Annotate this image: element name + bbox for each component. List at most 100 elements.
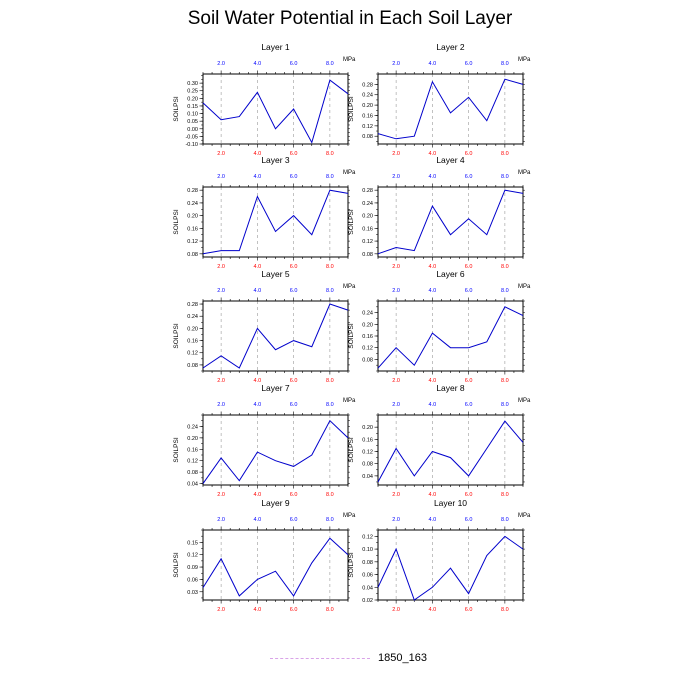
plot-frame xyxy=(202,529,349,601)
y-tick-label: 0.16 xyxy=(362,334,373,340)
y-axis-label: SOILPSI xyxy=(348,437,355,462)
y-tick-label: 0.06 xyxy=(362,573,373,579)
x-tick-label-bottom: 6.0 xyxy=(290,607,298,613)
y-tick-label: 0.12 xyxy=(187,459,198,465)
x-tick-label-bottom: 6.0 xyxy=(465,151,473,157)
x-tick-label-bottom: 4.0 xyxy=(254,607,262,613)
y-axis-label: SOILPSI xyxy=(173,96,180,121)
y-tick-label: 0.28 xyxy=(362,82,373,88)
y-tick-label: 0.20 xyxy=(362,214,373,220)
y-tick-label: 0.12 xyxy=(362,534,373,540)
y-axis-label: SOILPSI xyxy=(348,323,355,348)
unit-label: MPa xyxy=(343,284,356,290)
plot-frame xyxy=(377,300,524,372)
y-tick-label: 0.09 xyxy=(187,565,198,571)
panel-title: Layer 3 xyxy=(261,155,290,165)
x-tick-label-top: 6.0 xyxy=(465,402,473,408)
x-tick-label-top: 4.0 xyxy=(429,288,437,294)
y-tick-label: 0.08 xyxy=(362,357,373,363)
x-tick-label-top: 2.0 xyxy=(392,174,400,180)
panel-title: Layer 5 xyxy=(261,269,290,279)
y-tick-label: 0.16 xyxy=(362,437,373,443)
y-tick-label: 0.30 xyxy=(187,81,198,87)
unit-label: MPa xyxy=(518,398,531,404)
y-axis-label: SOILPSI xyxy=(348,209,355,234)
y-tick-label: 0.20 xyxy=(187,436,198,442)
y-tick-label: 0.04 xyxy=(187,482,198,488)
x-tick-label-top: 8.0 xyxy=(326,517,334,523)
x-tick-label-bottom: 2.0 xyxy=(392,607,400,613)
y-tick-label: -0.05 xyxy=(185,134,198,140)
panel-title: Layer 4 xyxy=(436,155,465,165)
x-tick-label-top: 6.0 xyxy=(290,517,298,523)
y-tick-label: 0.08 xyxy=(362,134,373,140)
x-tick-label-bottom: 2.0 xyxy=(217,151,225,157)
legend-line-swatch xyxy=(270,657,370,659)
series-line xyxy=(377,420,524,483)
y-tick-label: 0.24 xyxy=(187,424,198,430)
y-tick-label: 0.12 xyxy=(362,346,373,352)
x-tick-label-bottom: 4.0 xyxy=(429,492,437,498)
x-tick-label-top: 6.0 xyxy=(465,288,473,294)
x-tick-label-bottom: 2.0 xyxy=(217,607,225,613)
x-tick-label-top: 8.0 xyxy=(501,174,509,180)
y-axis-label: SOILPSI xyxy=(348,96,355,121)
y-tick-label: 0.12 xyxy=(187,239,198,245)
y-tick-label: 0.24 xyxy=(187,201,198,207)
y-tick-label: 0.16 xyxy=(362,226,373,232)
plot-frame xyxy=(377,73,524,145)
y-tick-label: 0.00 xyxy=(187,127,198,133)
unit-label: MPa xyxy=(343,57,356,63)
x-tick-label-bottom: 4.0 xyxy=(254,378,262,384)
x-tick-label-bottom: 2.0 xyxy=(217,492,225,498)
panel-title: Layer 6 xyxy=(436,269,465,279)
y-tick-label: 0.16 xyxy=(187,226,198,232)
y-tick-label: 0.08 xyxy=(187,363,198,369)
x-tick-label-top: 8.0 xyxy=(326,61,334,67)
x-tick-label-bottom: 6.0 xyxy=(290,492,298,498)
panel-layer-7: Layer 7 MPa 2.0 2.0 4.0 4.0 6.0 6.0 8.0 8.0 0.04 0.… xyxy=(173,383,356,498)
y-tick-label: -0.10 xyxy=(185,142,198,148)
y-tick-label: 0.28 xyxy=(362,188,373,194)
y-axis-label: SOILPSI xyxy=(173,323,180,348)
x-tick-label-bottom: 4.0 xyxy=(254,492,262,498)
y-axis-label: SOILPSI xyxy=(173,437,180,462)
x-tick-label-bottom: 4.0 xyxy=(429,378,437,384)
x-tick-label-bottom: 2.0 xyxy=(392,151,400,157)
y-tick-label: 0.08 xyxy=(187,252,198,258)
x-tick-label-top: 8.0 xyxy=(501,61,509,67)
unit-label: MPa xyxy=(518,57,531,63)
x-tick-label-bottom: 2.0 xyxy=(392,378,400,384)
x-tick-label-top: 8.0 xyxy=(501,517,509,523)
y-tick-label: 0.03 xyxy=(187,590,198,596)
y-tick-label: 0.20 xyxy=(362,103,373,109)
x-tick-label-top: 2.0 xyxy=(392,61,400,67)
y-tick-label: 0.20 xyxy=(187,96,198,102)
x-tick-label-bottom: 8.0 xyxy=(501,264,509,270)
series-line xyxy=(202,537,349,597)
y-tick-label: 0.08 xyxy=(187,470,198,476)
x-tick-label-bottom: 8.0 xyxy=(326,607,334,613)
panel-title: Layer 10 xyxy=(434,498,467,508)
series-line xyxy=(377,306,524,369)
panel-layer-2: Layer 2 MPa 2.0 2.0 4.0 4.0 6.0 6.0 8.0 8.0 0.08 0.… xyxy=(348,42,531,157)
x-tick-label-top: 6.0 xyxy=(290,61,298,67)
x-tick-label-top: 4.0 xyxy=(429,174,437,180)
x-tick-label-top: 2.0 xyxy=(217,174,225,180)
y-tick-label: 0.05 xyxy=(187,119,198,125)
y-tick-label: 0.10 xyxy=(187,112,198,118)
plot-frame xyxy=(202,73,349,145)
x-tick-label-top: 4.0 xyxy=(254,174,262,180)
x-tick-label-top: 4.0 xyxy=(254,288,262,294)
y-tick-label: 0.02 xyxy=(362,598,373,604)
x-tick-label-bottom: 6.0 xyxy=(465,264,473,270)
y-tick-label: 0.06 xyxy=(187,577,198,583)
x-tick-label-top: 2.0 xyxy=(392,402,400,408)
panel-title: Layer 7 xyxy=(261,383,290,393)
x-tick-label-bottom: 4.0 xyxy=(429,151,437,157)
x-tick-label-top: 6.0 xyxy=(290,174,298,180)
x-tick-label-top: 4.0 xyxy=(429,517,437,523)
legend: 1850_163 xyxy=(270,648,427,668)
plot-frame xyxy=(377,414,524,486)
